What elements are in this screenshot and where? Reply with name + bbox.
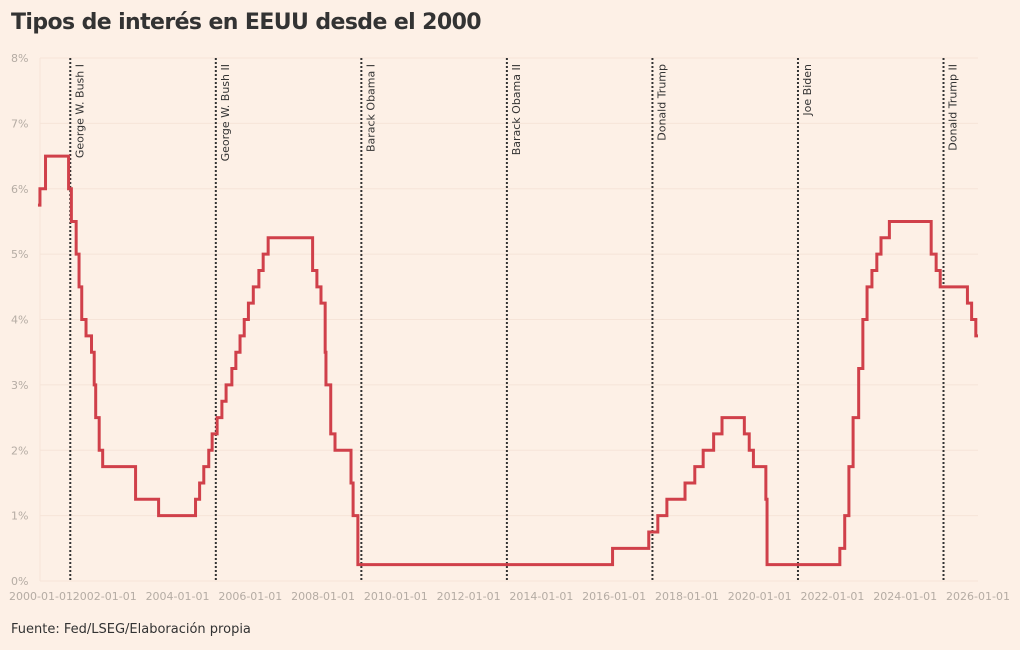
x-tick-label: 2018-01-01: [655, 590, 719, 603]
president-label: Barack Obama I: [364, 64, 377, 152]
x-tick-label: 2016-01-01: [582, 590, 646, 603]
y-tick-label: 7%: [11, 117, 28, 130]
y-tick-label: 4%: [11, 314, 28, 327]
x-tick-label: 2012-01-01: [437, 590, 501, 603]
x-tick-label: 2022-01-01: [800, 590, 864, 603]
president-label: Donald Trump II: [947, 64, 960, 151]
x-tick-label: 2010-01-01: [364, 590, 428, 603]
x-tick-label: 2024-01-01: [873, 590, 937, 603]
x-tick-label: 2014-01-01: [509, 590, 573, 603]
x-tick-label: 2002-01-01: [73, 590, 137, 603]
x-tick-label: 2008-01-01: [291, 590, 355, 603]
y-tick-label: 0%: [11, 575, 28, 588]
interest-rate-line: [37, 154, 978, 567]
y-tick-label: 1%: [11, 510, 28, 523]
president-label: Donald Trump: [655, 64, 668, 141]
y-tick-label: 3%: [11, 379, 28, 392]
president-label: George W. Bush II: [219, 64, 232, 161]
x-tick-label: 2006-01-01: [218, 590, 282, 603]
y-tick-label: 6%: [11, 183, 28, 196]
source-note: Fuente: Fed/LSEG/Elaboración propia: [11, 622, 251, 637]
chart-title: Tipos de interés en EEUU desde el 2000: [11, 10, 482, 35]
president-label: Barack Obama II: [510, 64, 523, 155]
y-tick-label: 2%: [11, 444, 28, 457]
x-tick-label: 2004-01-01: [146, 590, 210, 603]
president-label: Joe Biden: [801, 64, 814, 117]
president-label: George W. Bush I: [73, 64, 86, 158]
y-tick-label: 5%: [11, 248, 28, 261]
x-tick-label: 2020-01-01: [728, 590, 792, 603]
y-tick-label: 8%: [11, 52, 28, 65]
x-tick-label: 2026-01-01: [946, 590, 1010, 603]
x-tick-label: 2000-01-01: [9, 590, 73, 603]
